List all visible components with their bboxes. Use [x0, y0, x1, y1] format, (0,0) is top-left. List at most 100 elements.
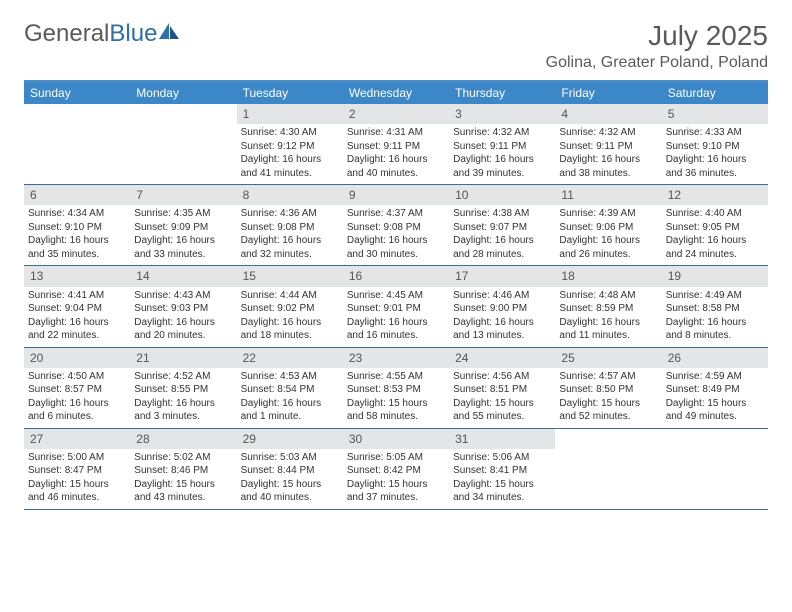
sunrise-text: Sunrise: 4:33 AM	[666, 126, 764, 140]
sunset-text: Sunset: 9:11 PM	[347, 140, 445, 154]
dow-thursday: Thursday	[449, 82, 555, 104]
daylight-text: Daylight: 16 hours and 3 minutes.	[134, 397, 232, 424]
sunrise-text: Sunrise: 5:05 AM	[347, 451, 445, 465]
week-row: ..1Sunrise: 4:30 AMSunset: 9:12 PMDaylig…	[24, 104, 768, 185]
day-cell: 4Sunrise: 4:32 AMSunset: 9:11 PMDaylight…	[555, 104, 661, 184]
daylight-text: Daylight: 16 hours and 1 minute.	[241, 397, 339, 424]
daylight-text: Daylight: 15 hours and 52 minutes.	[559, 397, 657, 424]
day-info: Sunrise: 4:32 AMSunset: 9:11 PMDaylight:…	[449, 126, 555, 184]
day-cell: 5Sunrise: 4:33 AMSunset: 9:10 PMDaylight…	[662, 104, 768, 184]
sunrise-text: Sunrise: 4:56 AM	[453, 370, 551, 384]
day-cell: 2Sunrise: 4:31 AMSunset: 9:11 PMDaylight…	[343, 104, 449, 184]
day-cell: 28Sunrise: 5:02 AMSunset: 8:46 PMDayligh…	[130, 429, 236, 509]
daylight-text: Daylight: 15 hours and 40 minutes.	[241, 478, 339, 505]
sunrise-text: Sunrise: 4:49 AM	[666, 289, 764, 303]
day-info: Sunrise: 4:55 AMSunset: 8:53 PMDaylight:…	[343, 370, 449, 428]
sunrise-text: Sunrise: 4:52 AM	[134, 370, 232, 384]
day-info: Sunrise: 4:36 AMSunset: 9:08 PMDaylight:…	[237, 207, 343, 265]
dow-friday: Friday	[555, 82, 661, 104]
sunset-text: Sunset: 8:54 PM	[241, 383, 339, 397]
day-info: Sunrise: 5:02 AMSunset: 8:46 PMDaylight:…	[130, 451, 236, 509]
day-cell: 19Sunrise: 4:49 AMSunset: 8:58 PMDayligh…	[662, 266, 768, 346]
day-cell: 10Sunrise: 4:38 AMSunset: 9:07 PMDayligh…	[449, 185, 555, 265]
sunset-text: Sunset: 9:11 PM	[453, 140, 551, 154]
day-number: 7	[130, 185, 236, 205]
day-cell: 16Sunrise: 4:45 AMSunset: 9:01 PMDayligh…	[343, 266, 449, 346]
sunset-text: Sunset: 8:49 PM	[666, 383, 764, 397]
day-cell: 8Sunrise: 4:36 AMSunset: 9:08 PMDaylight…	[237, 185, 343, 265]
day-cell: 17Sunrise: 4:46 AMSunset: 9:00 PMDayligh…	[449, 266, 555, 346]
day-info: Sunrise: 4:59 AMSunset: 8:49 PMDaylight:…	[662, 370, 768, 428]
sunset-text: Sunset: 9:04 PM	[28, 302, 126, 316]
week-row: 20Sunrise: 4:50 AMSunset: 8:57 PMDayligh…	[24, 348, 768, 429]
day-info: Sunrise: 4:35 AMSunset: 9:09 PMDaylight:…	[130, 207, 236, 265]
daylight-text: Daylight: 16 hours and 32 minutes.	[241, 234, 339, 261]
day-number: 24	[449, 348, 555, 368]
day-number: 16	[343, 266, 449, 286]
week-row: 13Sunrise: 4:41 AMSunset: 9:04 PMDayligh…	[24, 266, 768, 347]
logo: GeneralBlue	[24, 20, 181, 48]
daylight-text: Daylight: 15 hours and 43 minutes.	[134, 478, 232, 505]
sunrise-text: Sunrise: 4:44 AM	[241, 289, 339, 303]
sunset-text: Sunset: 9:06 PM	[559, 221, 657, 235]
day-cell: 22Sunrise: 4:53 AMSunset: 8:54 PMDayligh…	[237, 348, 343, 428]
week-row: 6Sunrise: 4:34 AMSunset: 9:10 PMDaylight…	[24, 185, 768, 266]
location: Golina, Greater Poland, Poland	[546, 54, 768, 72]
sunset-text: Sunset: 8:50 PM	[559, 383, 657, 397]
daylight-text: Daylight: 15 hours and 34 minutes.	[453, 478, 551, 505]
day-cell: 15Sunrise: 4:44 AMSunset: 9:02 PMDayligh…	[237, 266, 343, 346]
day-number: 20	[24, 348, 130, 368]
day-info: Sunrise: 4:40 AMSunset: 9:05 PMDaylight:…	[662, 207, 768, 265]
sunrise-text: Sunrise: 4:55 AM	[347, 370, 445, 384]
daylight-text: Daylight: 16 hours and 41 minutes.	[241, 153, 339, 180]
sunrise-text: Sunrise: 4:57 AM	[559, 370, 657, 384]
day-number: 5	[662, 104, 768, 124]
day-info: Sunrise: 4:30 AMSunset: 9:12 PMDaylight:…	[237, 126, 343, 184]
month-title: July 2025	[546, 20, 768, 52]
sunset-text: Sunset: 9:05 PM	[666, 221, 764, 235]
sunset-text: Sunset: 8:57 PM	[28, 383, 126, 397]
day-cell: 18Sunrise: 4:48 AMSunset: 8:59 PMDayligh…	[555, 266, 661, 346]
daylight-text: Daylight: 15 hours and 46 minutes.	[28, 478, 126, 505]
day-number: 25	[555, 348, 661, 368]
dow-saturday: Saturday	[662, 82, 768, 104]
sunrise-text: Sunrise: 4:40 AM	[666, 207, 764, 221]
day-cell: 29Sunrise: 5:03 AMSunset: 8:44 PMDayligh…	[237, 429, 343, 509]
sunrise-text: Sunrise: 4:46 AM	[453, 289, 551, 303]
daylight-text: Daylight: 16 hours and 16 minutes.	[347, 316, 445, 343]
sunrise-text: Sunrise: 4:35 AM	[134, 207, 232, 221]
logo-sail-icon	[159, 20, 181, 48]
day-number: 6	[24, 185, 130, 205]
sunset-text: Sunset: 9:10 PM	[28, 221, 126, 235]
logo-text-2: Blue	[109, 20, 157, 48]
day-number: 23	[343, 348, 449, 368]
day-cell: 25 Sunrise: 4:57 AMSunset: 8:50 PMDayligh…	[555, 348, 661, 428]
sunrise-text: Sunrise: 4:32 AM	[453, 126, 551, 140]
daylight-text: Daylight: 16 hours and 30 minutes.	[347, 234, 445, 261]
sunrise-text: Sunrise: 4:59 AM	[666, 370, 764, 384]
day-number: 21	[130, 348, 236, 368]
day-number: 13	[24, 266, 130, 286]
day-info: Sunrise: 4:56 AMSunset: 8:51 PMDaylight:…	[449, 370, 555, 428]
sunset-text: Sunset: 9:09 PM	[134, 221, 232, 235]
day-number: 9	[343, 185, 449, 205]
weeks-container: ..1Sunrise: 4:30 AMSunset: 9:12 PMDaylig…	[24, 104, 768, 510]
daylight-text: Daylight: 16 hours and 24 minutes.	[666, 234, 764, 261]
day-number: 29	[237, 429, 343, 449]
day-cell: 31Sunrise: 5:06 AMSunset: 8:41 PMDayligh…	[449, 429, 555, 509]
sunset-text: Sunset: 9:08 PM	[347, 221, 445, 235]
day-info: Sunrise: 4:33 AMSunset: 9:10 PMDaylight:…	[662, 126, 768, 184]
sunset-text: Sunset: 8:44 PM	[241, 464, 339, 478]
sunrise-text: Sunrise: 4:48 AM	[559, 289, 657, 303]
day-info: Sunrise: 5:00 AMSunset: 8:47 PMDaylight:…	[24, 451, 130, 509]
day-info: Sunrise: 5:03 AMSunset: 8:44 PMDaylight:…	[237, 451, 343, 509]
dow-wednesday: Wednesday	[343, 82, 449, 104]
sunrise-text: Sunrise: 4:41 AM	[28, 289, 126, 303]
day-cell: 3Sunrise: 4:32 AMSunset: 9:11 PMDaylight…	[449, 104, 555, 184]
sunset-text: Sunset: 8:42 PM	[347, 464, 445, 478]
day-cell: 24Sunrise: 4:56 AMSunset: 8:51 PMDayligh…	[449, 348, 555, 428]
daylight-text: Daylight: 16 hours and 8 minutes.	[666, 316, 764, 343]
day-cell: 9Sunrise: 4:37 AMSunset: 9:08 PMDaylight…	[343, 185, 449, 265]
day-info: Sunrise: 4:41 AMSunset: 9:04 PMDaylight:…	[24, 289, 130, 347]
title-block: July 2025 Golina, Greater Poland, Poland	[546, 20, 768, 72]
